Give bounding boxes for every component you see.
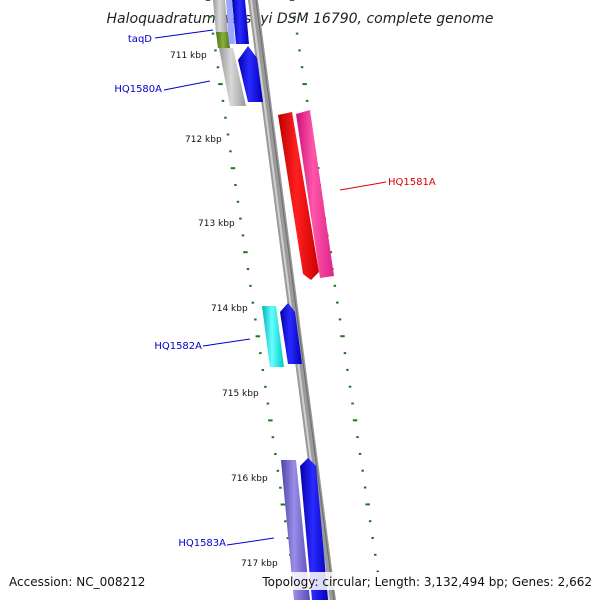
leader-HQ1583A [226, 537, 275, 546]
kbp-tick-711: 711 kbp [170, 51, 207, 61]
kbp-tick-714: 714 kbp [211, 304, 248, 314]
gene-blue-HQ1582A [280, 303, 302, 364]
map-title: Haloquadratum walsbyi DSM 16790, complet… [107, 11, 494, 27]
leader-HQ1581A [339, 181, 387, 191]
gene-cyan-HQ1582A [262, 306, 284, 367]
kbp-tick-713: 713 kbp [198, 219, 235, 229]
gene-label-taqD[interactable]: taqD [128, 34, 152, 45]
kbp-tick-712: 712 kbp [185, 135, 222, 145]
kbp-tick-717: 717 kbp [241, 559, 278, 569]
gene-label-HQ1580A[interactable]: HQ1580A [114, 84, 162, 95]
inner-dotted-track [205, 0, 298, 590]
footer-topology-bg [258, 572, 596, 590]
accession-text: Accession: NC_008212 [9, 575, 145, 589]
gene-label-HQ1583A[interactable]: HQ1583A [178, 538, 226, 549]
kbp-tick-716: 716 kbp [231, 474, 268, 484]
gene-red-HQ1581A [278, 112, 319, 280]
gene-grey-HQ1580A [219, 48, 246, 106]
gene-olive-taqD [216, 32, 230, 48]
gene-blue-taqD [232, 0, 249, 44]
gene-grey-taqD [213, 0, 228, 34]
gene-label-HQ1581A[interactable]: HQ1581A [388, 177, 436, 188]
gene-pink-HQ1581A [296, 110, 334, 278]
topology-text: Topology: circular; Length: 3,132,494 bp… [261, 575, 592, 589]
gene-label-HQ1582A[interactable]: HQ1582A [154, 341, 202, 352]
gene-violet-HQ1583A [281, 460, 310, 600]
gene-features [213, 0, 334, 600]
leader-taqD [154, 29, 214, 39]
kbp-tick-715: 715 kbp [222, 389, 259, 399]
gene-lightblue-top [226, 0, 235, 44]
gene-blue-HQ1583A [300, 458, 328, 600]
gene-blue-HQ1580A [238, 46, 263, 102]
leader-HQ1582A [202, 338, 251, 347]
leader-HQ1580A [163, 80, 211, 91]
